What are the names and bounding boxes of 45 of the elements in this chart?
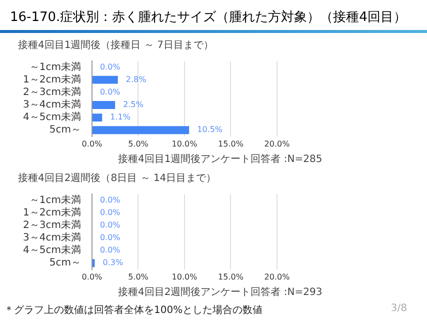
chart-title: 16-170.症状別：赤く腫れたサイズ（腫れた方対象）（接種4回目） [9, 9, 408, 27]
x-tick-label: 20.0% [264, 272, 290, 282]
y-tick-label: 3～4cm未満 [22, 98, 81, 111]
y-tick-label: 2～3cm未満 [22, 219, 81, 232]
y-tick-label: 4～5cm未満 [22, 111, 81, 124]
y-tick-label: 3～4cm未満 [22, 232, 81, 244]
y-tick-label: ～1cm未満 [29, 60, 81, 73]
text: ＊グラフ上の数値は回答者全体を100%とした場合の数値 [4, 304, 263, 317]
data-label: 0.0% [100, 62, 121, 72]
bar [92, 76, 118, 84]
x-tick-label: 20.0% [264, 139, 290, 148]
y-tick-label: ～1cm未満 [29, 194, 81, 206]
data-label: 0.0% [100, 195, 121, 204]
data-label: 0.0% [100, 87, 121, 96]
bar [92, 101, 116, 109]
chart-subtitle: 接種4回目2週間後（8日目 ～ 14日目まで） [17, 172, 218, 185]
bar [92, 114, 102, 122]
x-tick-label: 15.0% [218, 272, 244, 282]
y-tick-label: 5cm～ [49, 258, 81, 269]
bar [92, 126, 190, 134]
data-label: 0.0% [100, 246, 121, 255]
data-label: 2.8% [126, 74, 147, 84]
data-label: 0.3% [102, 258, 124, 268]
text: 3/8 [390, 303, 407, 316]
x-tick-label: 15.0% [218, 139, 244, 148]
x-tick-label: 0.0% [82, 272, 103, 282]
x-tick-label: 0.0% [82, 139, 103, 148]
chart-subtitle: 接種4回目1週間後（接種日 ～ 7日目まで） [17, 38, 214, 52]
data-label: 1.1% [110, 112, 131, 122]
y-tick-label: 1～2cm未満 [22, 206, 81, 218]
y-tick-label: 5cm～ [49, 124, 81, 136]
data-label: 0.0% [100, 208, 121, 217]
text: 接種4回目1週間後アンケート回答者 :N=285 [117, 152, 324, 166]
x-tick-label: 5.0% [128, 139, 149, 148]
y-tick-label: 1～2cm未満 [22, 73, 81, 86]
x-tick-label: 5.0% [128, 272, 149, 282]
x-tick-label: 10.0% [172, 272, 198, 282]
data-label: 0.0% [100, 233, 121, 242]
text: 接種4回目2週間後アンケート回答者 :N=293 [117, 286, 324, 299]
y-tick-label: 4～5cm未満 [22, 244, 81, 256]
data-label: 2.5% [123, 100, 144, 110]
x-tick-label: 10.0% [172, 139, 198, 148]
data-label: 10.5% [197, 125, 223, 134]
data-label: 0.0% [100, 220, 121, 230]
y-tick-label: 2～3cm未満 [22, 86, 81, 98]
